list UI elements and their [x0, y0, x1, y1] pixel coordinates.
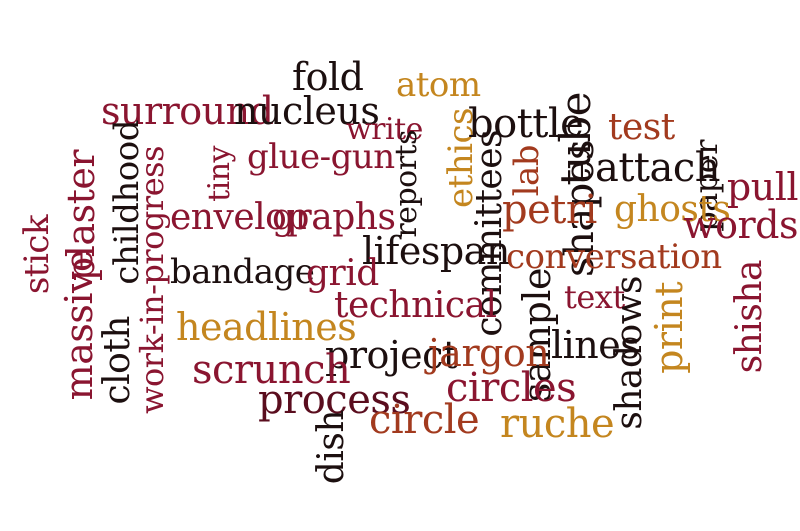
word-bottle: bottle: [468, 101, 584, 147]
word-lifespan: lifespan: [362, 229, 510, 273]
word-envelop: envelop: [170, 197, 309, 238]
word-fold: fold: [292, 55, 364, 99]
word-print: print: [647, 282, 691, 374]
word-jargon: jargon: [428, 331, 550, 375]
word-words: words: [683, 203, 798, 247]
word-scrunch: scrunch: [192, 347, 351, 393]
word-circles: circles: [446, 365, 577, 411]
word-surround: surround: [101, 89, 274, 133]
word-massive: massive: [57, 250, 101, 401]
word-project: project: [325, 333, 458, 377]
word-bandage: bandage: [170, 252, 315, 292]
word-circle: circle: [369, 397, 480, 443]
word-headlines: headlines: [176, 305, 357, 349]
word-glue-gun: glue-gun: [247, 137, 395, 177]
word-process: process: [258, 377, 411, 423]
word-ghosts: ghosts: [614, 189, 731, 230]
word-petri: petri: [502, 187, 597, 233]
word-reports: reports: [389, 130, 424, 238]
word-conversation: conversation: [506, 237, 722, 277]
word-grid: grid: [306, 253, 379, 294]
word-ruche: ruche: [500, 401, 615, 447]
word-nucleus: nucleus: [234, 89, 380, 133]
word-lines: lines: [551, 323, 640, 367]
word-dish: dish: [311, 410, 352, 485]
word-attach: attach: [595, 145, 721, 191]
word-atom: atom: [396, 65, 481, 105]
word-shisha: shisha: [729, 260, 770, 374]
word-write: write: [346, 112, 423, 147]
word-pull: pull: [726, 165, 799, 209]
word-test: test: [608, 107, 675, 148]
word-technical: technical: [334, 285, 497, 326]
word-cloth: cloth: [97, 316, 138, 405]
word-tiny: tiny: [202, 146, 237, 202]
word-work-in-progress: work-in-progress: [133, 146, 171, 414]
word-graphs: graphs: [272, 197, 396, 238]
word-stick: stick: [17, 215, 57, 295]
word-text: text: [564, 278, 625, 316]
